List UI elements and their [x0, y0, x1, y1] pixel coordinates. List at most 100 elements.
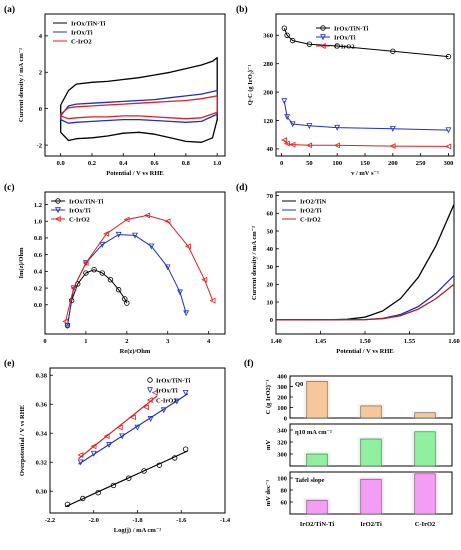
- data-point: [91, 266, 97, 273]
- legend-label: IrOx/Ti: [69, 208, 91, 215]
- data-point: [95, 490, 101, 496]
- bar: [306, 499, 328, 515]
- data-point: [389, 125, 396, 132]
- x-tick-label: 1.60: [448, 338, 459, 345]
- x-axis-label: Potential / V vs RHE: [336, 348, 394, 355]
- series-line: [283, 28, 449, 58]
- y-tick-label: 1.0: [34, 219, 42, 226]
- data-point: [445, 127, 452, 134]
- y-tick-label: 0.34: [36, 431, 48, 438]
- data-point: [289, 121, 296, 128]
- data-point: [106, 442, 113, 449]
- series-line: [283, 100, 449, 131]
- x-tick-label: 0.4: [119, 160, 128, 167]
- x-tick-label: 1.55: [404, 338, 416, 345]
- panel-e: -2.2 -2.0 -1.8 -1.6 -1.4 0.30 0.32 0.34 0.36 0.38…: [19, 367, 231, 534]
- y-tick-label: 200: [277, 394, 287, 401]
- data-point: [70, 285, 77, 292]
- data-point: [70, 285, 77, 292]
- data-point: [123, 216, 130, 223]
- data-point: [151, 389, 158, 396]
- y-tick-label: 40: [267, 146, 274, 153]
- y-tick-label: 300: [277, 384, 287, 391]
- data-point: [147, 377, 153, 383]
- data-point: [319, 43, 326, 49]
- data-point: [107, 277, 114, 283]
- legend: IrOx/TiN-Ti IrOx/Ti C-IrO2: [146, 377, 191, 405]
- y-tick-label: 0: [284, 415, 287, 422]
- legend-label: C-IrO2: [300, 217, 321, 224]
- data-point: [333, 142, 340, 149]
- y-tick-label: 100: [277, 475, 287, 482]
- y-tick-label: 20: [267, 282, 274, 289]
- bar: [414, 412, 436, 419]
- x-tick-label: -2.0: [89, 517, 99, 524]
- y-axis-label: Current density / mA cm⁻²: [251, 226, 258, 300]
- subplot-title: Tafel slope: [295, 477, 325, 484]
- y-tick-label: 0: [39, 106, 42, 113]
- x-tick-label: 0.0: [57, 160, 65, 167]
- y-tick-label: 0: [270, 317, 273, 324]
- x-tick-label: -1.6: [176, 517, 187, 524]
- data-point: [281, 98, 288, 105]
- y-axis-label: Im(z)/Ohm: [18, 247, 25, 279]
- y-tick-label: 200: [263, 89, 273, 96]
- y-tick-label: 400: [277, 373, 287, 380]
- subplot-title: η10 mA cm⁻²: [295, 429, 332, 436]
- data-point: [122, 296, 128, 302]
- y-axis-label: Q·C (g IrO₂)⁻¹: [247, 65, 254, 106]
- x-tick-label: -2.2: [45, 517, 55, 524]
- panel-label: (f): [244, 358, 254, 369]
- panel-c: 0 1 2 3 4 0.0 0.2 0.4 0.6 0.8 1.0 1.2 Re(z)/Ohm Im(z)…: [18, 191, 226, 355]
- data-point: [116, 424, 123, 431]
- data-point: [445, 53, 452, 60]
- y-tick-label: 70: [267, 193, 274, 200]
- panel-f-sub-2: 60 80 100 mV dec⁻¹ Tafel slope: [265, 471, 453, 515]
- data-point: [124, 300, 130, 306]
- data-point: [283, 140, 290, 147]
- x-tick-label: 3: [166, 338, 170, 345]
- plot-frame: [49, 367, 226, 514]
- data-point: [103, 433, 110, 440]
- legend-label: IrOx/TiN-Ti: [156, 378, 191, 385]
- panel-label: (e): [4, 358, 15, 369]
- data-point: [132, 232, 138, 239]
- x-tick-label: 4: [207, 338, 211, 345]
- data-point: [64, 501, 71, 507]
- data-point: [156, 462, 163, 468]
- y-tick-label: 40: [267, 246, 274, 253]
- fit-line: [78, 393, 189, 465]
- data-point: [77, 459, 84, 466]
- data-point: [143, 404, 149, 411]
- cv-loop: [60, 57, 218, 143]
- series-line: [67, 234, 187, 326]
- data-point: [119, 433, 126, 440]
- legend-label: IrOx/Ti: [71, 30, 93, 37]
- data-point: [80, 495, 86, 502]
- y-tick-label: 0.30: [36, 489, 47, 496]
- bar: [360, 405, 382, 419]
- x-tick-label: 100: [332, 160, 342, 167]
- y-tick-label: 280: [263, 61, 273, 68]
- legend-label: IrOx/Ti: [156, 388, 178, 395]
- data-point: [284, 32, 290, 38]
- y-tick-label: 100: [277, 405, 287, 412]
- x-tick-label: 0.2: [88, 160, 96, 167]
- data-point: [389, 143, 396, 150]
- data-point: [82, 260, 89, 267]
- series-line: [67, 269, 128, 326]
- series-line: [283, 139, 449, 147]
- y-tick-label: 30: [267, 264, 274, 271]
- x-axis-label: Re(z)/Ohm: [120, 348, 151, 355]
- data-point: [173, 398, 180, 405]
- data-point: [83, 270, 89, 276]
- data-point: [55, 207, 61, 214]
- subplot-title: Q0: [295, 381, 303, 388]
- x-tick-label: 50: [306, 160, 313, 167]
- data-point: [62, 318, 69, 325]
- x-tick-label: 1.50: [359, 338, 370, 345]
- data-point: [171, 455, 178, 461]
- y-tick-label: 120: [263, 118, 273, 125]
- data-point: [306, 123, 313, 130]
